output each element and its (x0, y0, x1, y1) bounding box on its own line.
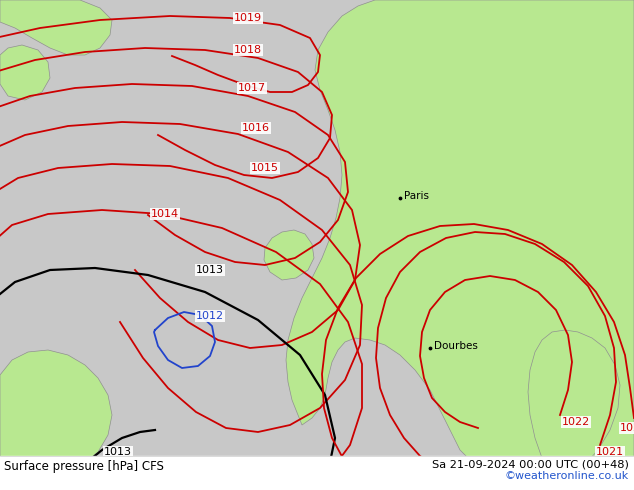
Text: 1020: 1020 (620, 423, 634, 433)
Text: 1019: 1019 (234, 13, 262, 23)
Polygon shape (264, 230, 314, 280)
Text: 1016: 1016 (242, 123, 270, 133)
Bar (0, 456, 634, 490)
Text: ©weatheronline.co.uk: ©weatheronline.co.uk (505, 471, 629, 481)
Text: 1017: 1017 (238, 83, 266, 93)
Polygon shape (286, 0, 634, 490)
Polygon shape (528, 330, 620, 490)
Text: 1014: 1014 (151, 209, 179, 219)
Text: 1013: 1013 (104, 447, 132, 457)
Text: 1013: 1013 (196, 265, 224, 275)
Text: Paris: Paris (404, 191, 429, 201)
Polygon shape (0, 45, 50, 100)
Text: Sa 21-09-2024 00:00 UTC (00+48): Sa 21-09-2024 00:00 UTC (00+48) (432, 459, 629, 469)
Text: Dourbes: Dourbes (434, 341, 478, 351)
Text: Surface pressure [hPa] CFS: Surface pressure [hPa] CFS (4, 460, 164, 472)
Text: 1015: 1015 (251, 163, 279, 173)
Text: 1021: 1021 (596, 447, 624, 457)
Text: 1018: 1018 (234, 45, 262, 55)
Polygon shape (0, 0, 112, 55)
Text: 1012: 1012 (196, 311, 224, 321)
Text: 1022: 1022 (562, 417, 590, 427)
Polygon shape (0, 350, 112, 490)
